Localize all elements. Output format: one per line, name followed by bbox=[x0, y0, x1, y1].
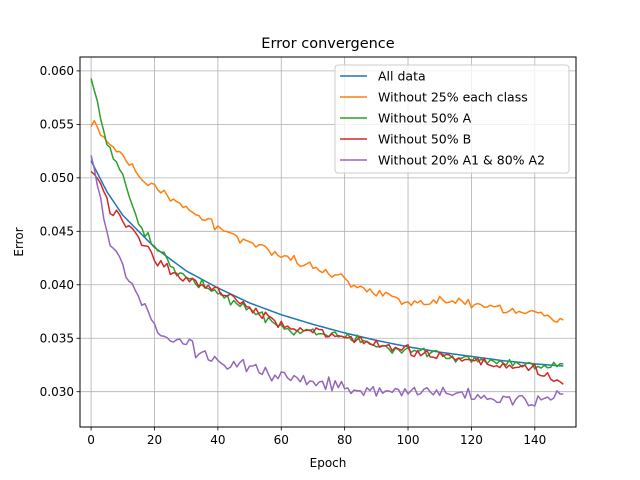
chart-title: Error convergence bbox=[261, 36, 394, 52]
plot-frame bbox=[79, 56, 577, 428]
series-line-3 bbox=[90, 170, 564, 385]
x-tick-label: 80 bbox=[337, 433, 352, 447]
legend-box bbox=[334, 64, 570, 174]
x-tick-label: 0 bbox=[87, 433, 95, 447]
y-tick-label: 0.035 bbox=[40, 331, 74, 345]
x-tick-label: 100 bbox=[397, 433, 420, 447]
x-tick-label: 60 bbox=[274, 433, 289, 447]
y-tick-label: 0.060 bbox=[40, 64, 74, 78]
series-line-1 bbox=[90, 119, 564, 323]
legend-label: Without 20% A1 & 80% A2 bbox=[378, 153, 545, 168]
legend-label: Without 50% A bbox=[378, 111, 472, 126]
legend-label: Without 25% each class bbox=[378, 90, 528, 105]
x-tick-label: 120 bbox=[460, 433, 483, 447]
y-tick-label: 0.045 bbox=[40, 225, 74, 239]
y-tick-label: 0.040 bbox=[40, 278, 74, 292]
y-tick-label: 0.050 bbox=[40, 171, 74, 185]
y-tick-label: 0.030 bbox=[40, 385, 74, 399]
x-axis-label: Epoch bbox=[310, 456, 347, 470]
axis-ticks: 0 20 40 60 80 100 120 140 0.030 0.035 0.040 0.045 0.… bbox=[40, 64, 547, 447]
x-tick-label: 40 bbox=[210, 433, 225, 447]
x-tick-label: 20 bbox=[147, 433, 162, 447]
series-line-2 bbox=[90, 78, 564, 370]
legend-label: Without 50% B bbox=[378, 132, 471, 147]
legend: All data Without 25% each class Without 50… bbox=[334, 64, 570, 174]
x-tick-label: 140 bbox=[523, 433, 546, 447]
y-tick-label: 0.055 bbox=[40, 118, 74, 132]
legend-label: All data bbox=[378, 69, 426, 84]
y-axis-label: Error bbox=[12, 227, 26, 256]
series-lines bbox=[90, 78, 564, 407]
series-line-4 bbox=[90, 155, 564, 407]
